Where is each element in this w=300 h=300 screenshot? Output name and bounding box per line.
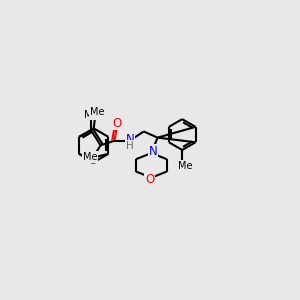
Text: Me: Me [84, 110, 99, 119]
Text: N: N [148, 145, 157, 158]
Text: Me: Me [178, 161, 193, 171]
Text: Me: Me [82, 152, 97, 162]
Text: O: O [88, 156, 97, 166]
Text: Me: Me [89, 107, 104, 117]
Text: O: O [112, 116, 122, 130]
Text: N: N [125, 133, 134, 146]
Text: O: O [145, 173, 154, 187]
Text: H: H [126, 141, 134, 151]
